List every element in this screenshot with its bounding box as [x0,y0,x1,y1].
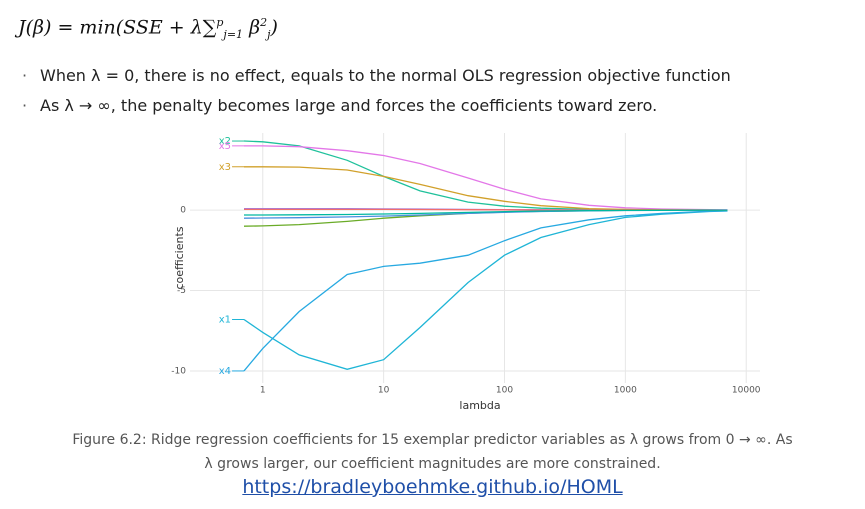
formula-text: ) [270,16,278,39]
formula-sub: j [267,28,271,42]
x-tick-label: 1 [260,386,266,396]
series-label: x1 [219,314,231,325]
formula-sup: 2 [260,16,268,29]
bullet-text: When λ = 0, there is no effect, equals t… [40,66,731,85]
y-axis-label: coefficients [173,226,186,289]
line [243,140,728,211]
series-label: x3 [219,162,231,173]
bullet: When λ = 0, there is no effect, equals t… [22,66,731,85]
y-tick-label: 0 [180,206,186,216]
line [243,210,728,370]
y-tick-label: -10 [171,366,186,376]
formula-term: β [249,16,261,39]
line [244,145,728,211]
formula: J(β) = min(SSE + λ∑pj=1 β2j) [18,16,278,41]
y-tick-label: -5 [177,286,186,296]
link[interactable]: https://bradleyboehmke.github.io/HOML [242,476,623,498]
x-tick-label: 1000 [614,386,637,396]
line [244,209,728,216]
x-tick-label: 10 [378,386,390,396]
series-label: x4 [219,366,231,377]
bullet: As λ → ∞, the penalty becomes large and … [22,96,657,115]
caption: Figure 6.2: Ridge regression coefficient… [0,428,865,476]
formula-text: J(β) = min(SSE + λ [18,16,203,39]
formula-sum: ∑ [202,16,217,39]
caption-line: λ grows larger, our coefficient magnitud… [204,456,661,472]
bullet-text: As λ → ∞, the penalty becomes large and … [40,96,658,115]
formula-sub: j=1 [223,28,244,42]
x-tick-label: 100 [496,386,513,396]
x-axis-label: lambda [459,399,500,412]
series-label: x5 [219,141,231,152]
series-label: x2 [219,136,231,147]
x-tick-label: 10000 [732,386,761,396]
line [243,210,728,372]
formula-sup: p [216,16,224,29]
caption-line: Figure 6.2: Ridge regression coefficient… [72,432,793,448]
